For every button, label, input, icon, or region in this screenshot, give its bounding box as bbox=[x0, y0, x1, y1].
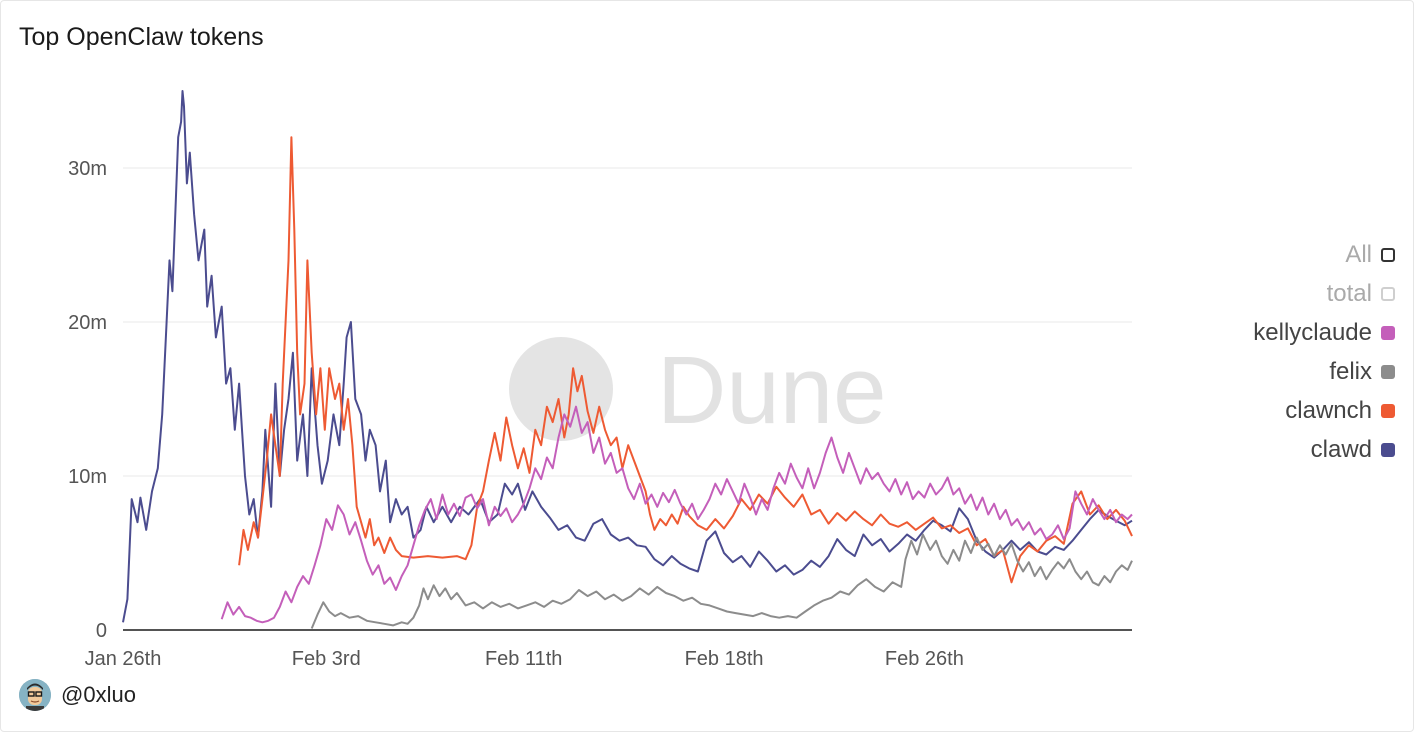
dune-logo-icon bbox=[509, 337, 613, 441]
x-axis: Jan 26th Feb 3rd Feb 11th Feb 18th Feb 26th bbox=[85, 648, 964, 670]
legend-item-All[interactable]: All bbox=[1253, 235, 1395, 274]
watermark-text: Dune bbox=[657, 337, 887, 444]
author-attribution[interactable]: @0xluo bbox=[19, 679, 136, 711]
series-line-clawnch[interactable] bbox=[238, 136, 1133, 584]
series-line-kellyclaude[interactable] bbox=[220, 405, 1133, 624]
y-tick-label: 30m bbox=[68, 158, 107, 180]
legend-label: kellyclaude bbox=[1253, 318, 1372, 346]
legend-swatch-icon[interactable] bbox=[1381, 325, 1395, 340]
legend-label: clawd bbox=[1310, 435, 1372, 463]
legend-item-clawnch[interactable]: clawnch bbox=[1253, 391, 1395, 430]
legend-item-clawd[interactable]: clawd bbox=[1253, 430, 1395, 469]
legend-label: total bbox=[1326, 279, 1372, 307]
y-axis: 0 10m 20m 30m bbox=[68, 158, 107, 642]
series-line-felix[interactable] bbox=[310, 533, 1133, 629]
series-lines bbox=[122, 90, 1133, 629]
legend-swatch-icon[interactable] bbox=[1381, 364, 1395, 379]
chart-title: Top OpenClaw tokens bbox=[19, 23, 264, 51]
x-tick-label: Jan 26th bbox=[85, 648, 162, 670]
legend-label: clawnch bbox=[1285, 396, 1372, 424]
legend-item-total[interactable]: total bbox=[1253, 274, 1395, 313]
y-tick-label: 0 bbox=[96, 620, 107, 642]
x-tick-label: Feb 3rd bbox=[292, 648, 361, 670]
legend-item-felix[interactable]: felix bbox=[1253, 352, 1395, 391]
avatar-face-icon bbox=[19, 679, 51, 711]
author-avatar[interactable] bbox=[19, 679, 51, 711]
legend-swatch-icon[interactable] bbox=[1381, 403, 1395, 418]
legend-swatch-icon[interactable] bbox=[1381, 286, 1395, 301]
y-tick-label: 20m bbox=[68, 312, 107, 334]
dune-watermark: Dune bbox=[509, 337, 887, 444]
x-tick-label: Feb 11th bbox=[485, 648, 562, 670]
author-name[interactable]: @0xluo bbox=[61, 682, 136, 707]
x-tick-label: Feb 18th bbox=[685, 648, 764, 670]
legend-label: All bbox=[1345, 240, 1372, 268]
legend-swatch-icon[interactable] bbox=[1381, 247, 1395, 262]
legend-item-kellyclaude[interactable]: kellyclaude bbox=[1253, 313, 1395, 352]
x-tick-label: Feb 26th bbox=[885, 648, 964, 670]
legend-swatch-icon[interactable] bbox=[1381, 442, 1395, 457]
y-tick-label: 10m bbox=[68, 466, 107, 488]
legend: All total kellyclaude felix clawnch clawd bbox=[1253, 235, 1395, 469]
legend-label: felix bbox=[1329, 357, 1372, 385]
